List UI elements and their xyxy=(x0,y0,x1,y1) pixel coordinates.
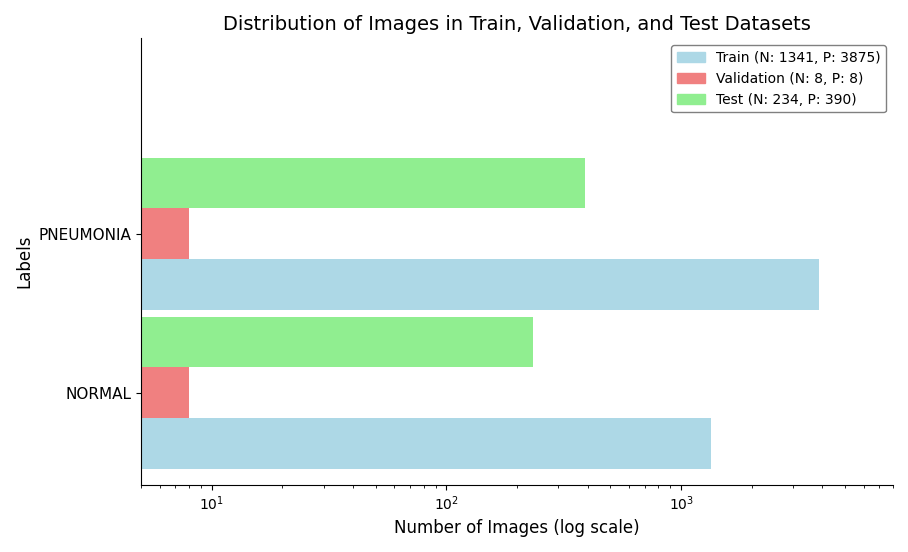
Y-axis label: Labels: Labels xyxy=(15,235,33,289)
Bar xyxy=(0,157,585,209)
Bar xyxy=(0,209,189,259)
Legend: Train (N: 1341, P: 3875), Validation (N: 8, P: 8), Test (N: 234, P: 390): Train (N: 1341, P: 3875), Validation (N:… xyxy=(671,45,886,112)
Bar xyxy=(0,368,189,418)
X-axis label: Number of Images (log scale): Number of Images (log scale) xyxy=(394,519,640,537)
Title: Distribution of Images in Train, Validation, and Test Datasets: Distribution of Images in Train, Validat… xyxy=(223,15,811,34)
Bar xyxy=(0,317,533,368)
Bar xyxy=(0,259,819,310)
Bar xyxy=(0,418,711,469)
